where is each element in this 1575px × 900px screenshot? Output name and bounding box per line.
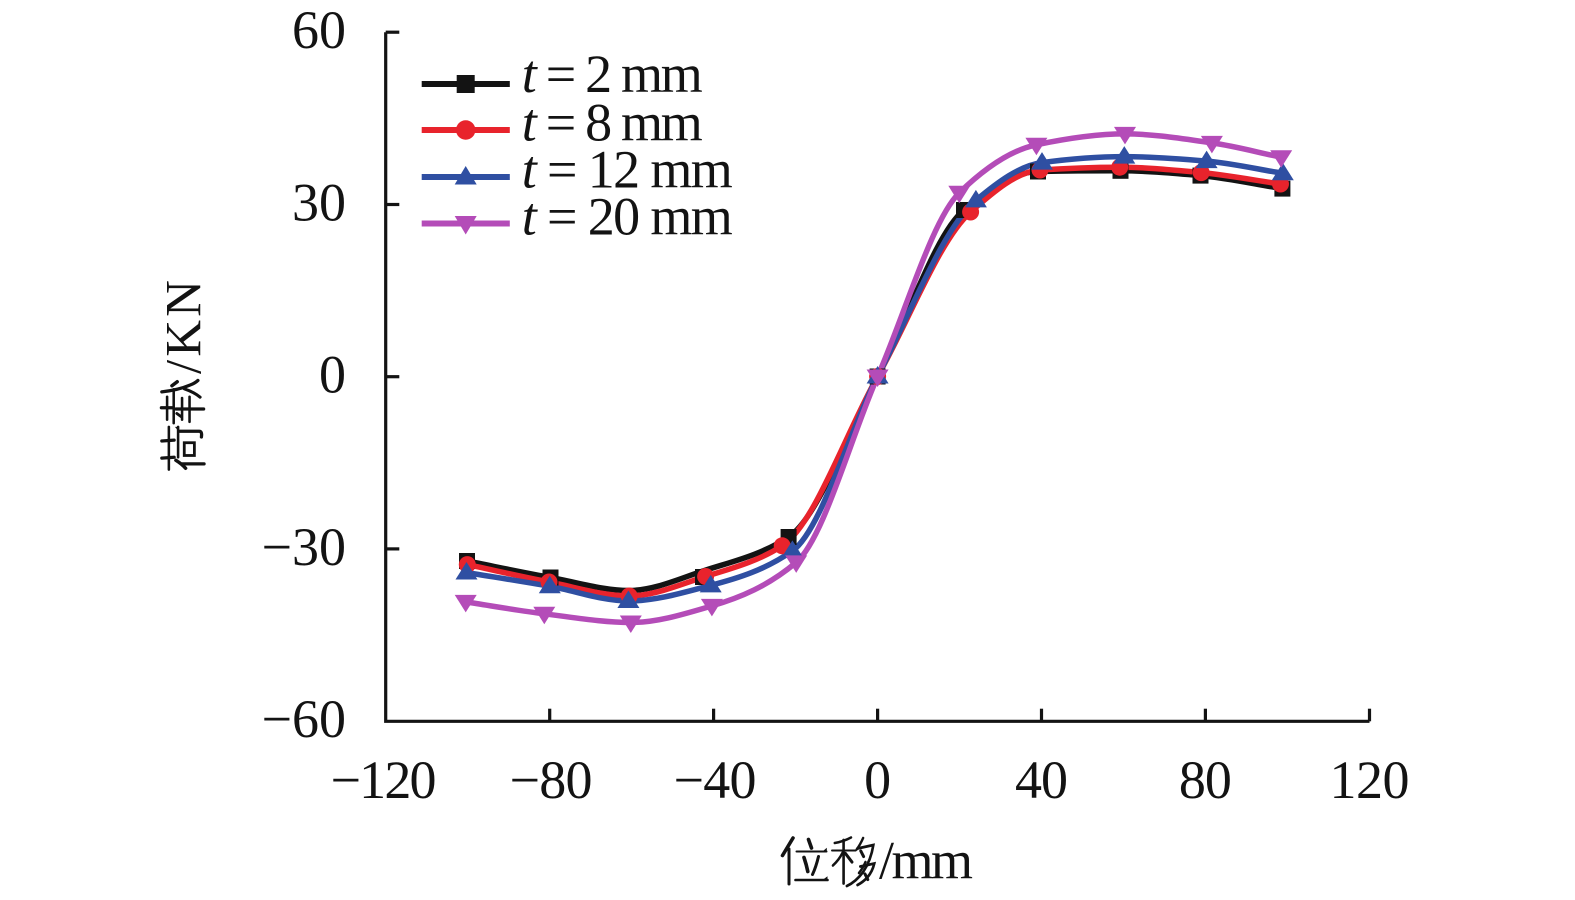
svg-text:/mm: /mm: [879, 831, 973, 891]
svg-text:−80: −80: [510, 750, 593, 810]
svg-text:80: 80: [1179, 750, 1232, 810]
svg-text:0: 0: [319, 345, 346, 405]
svg-text:30: 30: [292, 173, 346, 233]
svg-text:−30: −30: [262, 517, 346, 577]
svg-text:/KN: /KN: [157, 280, 213, 374]
svg-text:−120: −120: [331, 750, 437, 810]
svg-text:120: 120: [1330, 750, 1410, 810]
svg-text:t = 20 mm: t = 20 mm: [522, 187, 733, 247]
svg-text:t = 2 mm: t = 2 mm: [522, 44, 703, 104]
svg-text:−60: −60: [262, 689, 346, 749]
svg-text:−40: −40: [674, 750, 757, 810]
svg-text:40: 40: [1015, 750, 1068, 810]
svg-text:t = 12 mm: t = 12 mm: [522, 140, 733, 200]
svg-text:60: 60: [292, 0, 346, 60]
svg-text:t = 8 mm: t = 8 mm: [522, 93, 703, 153]
svg-text:0: 0: [864, 750, 891, 810]
